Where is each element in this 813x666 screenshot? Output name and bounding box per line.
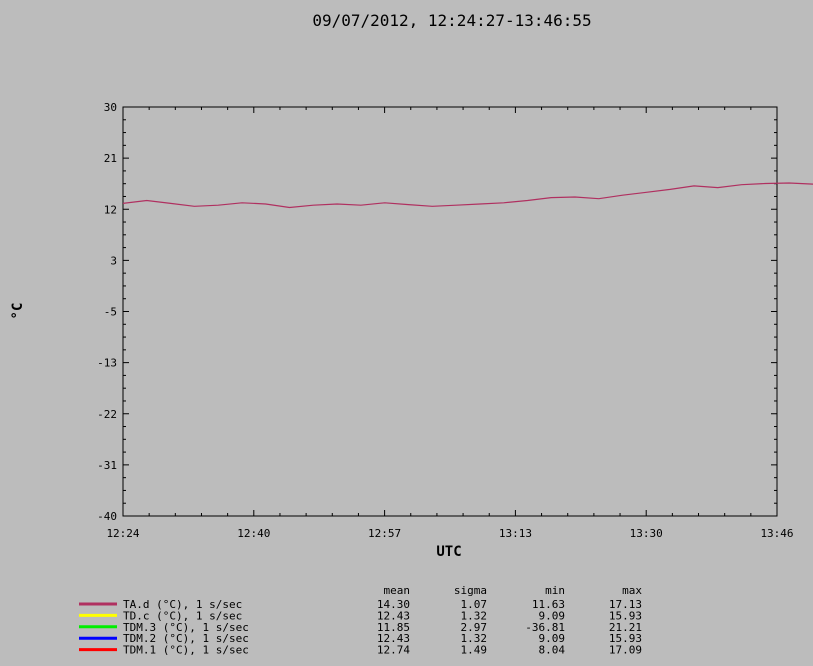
y-tick-label: -40 (97, 510, 117, 523)
stats-min-value: 9.09 (539, 609, 566, 622)
stats-max-value: 21.21 (609, 621, 642, 634)
stats-header-sigma: sigma (454, 584, 487, 597)
y-tick-label: 30 (104, 101, 117, 114)
stats-mean-value: 12.43 (377, 609, 410, 622)
chart-title: 09/07/2012, 12:24:27-13:46:55 (312, 11, 591, 30)
y-tick-label: -13 (97, 357, 117, 370)
stats-max-value: 17.13 (609, 598, 642, 611)
stats-header-min: min (545, 584, 565, 597)
series-layer (122, 182, 813, 209)
y-axis-label: °C (10, 303, 26, 320)
legend-label: TDM.1 (°C), 1 s/sec (123, 644, 249, 657)
x-tick-label: 13:13 (499, 527, 532, 540)
legend-stats-table: mean sigma min max TA.d (°C), 1 s/sec 14.30 1.… (79, 584, 642, 657)
legend-label: TA.d (°C), 1 s/sec (123, 598, 242, 611)
x-tick-label: 12:24 (106, 527, 139, 540)
x-axis-label: UTC (436, 544, 461, 560)
stats-max-value: 15.93 (609, 632, 642, 645)
legend-label: TDM.3 (°C), 1 s/sec (123, 621, 249, 634)
stats-header-max: max (622, 584, 642, 597)
x-tick-label: 12:40 (237, 527, 270, 540)
y-tick-label: -22 (97, 408, 117, 421)
stats-sigma-value: 2.97 (461, 621, 488, 634)
stats-sigma-value: 1.32 (461, 632, 488, 645)
stats-mean-value: 11.85 (377, 621, 410, 634)
plot-area (122, 106, 778, 517)
stats-min-value: 11.63 (532, 598, 565, 611)
stats-min-value: 8.04 (539, 644, 566, 657)
y-axis: 30 21 12 3 -5 -13 -22 -31 -40 (97, 101, 777, 523)
stats-mean-value: 14.30 (377, 598, 410, 611)
series-line-0 (122, 182, 813, 209)
y-tick-label: 3 (110, 254, 117, 267)
x-axis: 12:24 12:40 12:57 13:13 13:30 13:46 (106, 107, 794, 540)
y-tick-label: -5 (104, 306, 117, 319)
stats-header-mean: mean (384, 584, 411, 597)
stats-sigma-value: 1.07 (461, 598, 488, 611)
stats-max-value: 17.09 (609, 644, 642, 657)
y-tick-label: -31 (97, 459, 117, 472)
legend-label: TD.c (°C), 1 s/sec (123, 609, 242, 622)
stats-sigma-value: 1.32 (461, 609, 488, 622)
x-tick-label: 13:30 (630, 527, 663, 540)
stats-mean-value: 12.43 (377, 632, 410, 645)
stats-max-value: 15.93 (609, 609, 642, 622)
stats-min-value: -36.81 (525, 621, 565, 634)
stats-mean-value: 12.74 (377, 644, 410, 657)
stats-min-value: 9.09 (539, 632, 566, 645)
y-tick-label: 12 (104, 203, 117, 216)
legend-label: TDM.2 (°C), 1 s/sec (123, 632, 249, 645)
x-tick-label: 13:46 (760, 527, 793, 540)
stats-sigma-value: 1.49 (461, 644, 488, 657)
x-tick-label: 12:57 (368, 527, 401, 540)
y-tick-label: 21 (104, 152, 117, 165)
